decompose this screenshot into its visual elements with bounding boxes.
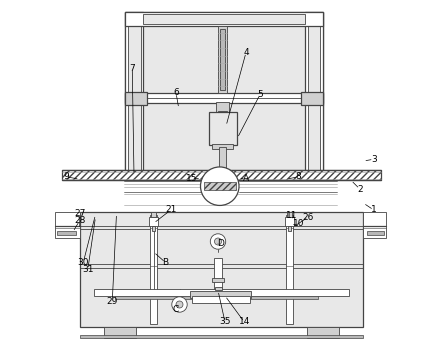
Text: 14: 14 [239,317,250,327]
Bar [125,93,323,103]
Text: 9: 9 [63,172,69,181]
Bar [115,295,248,299]
Bar [204,182,236,190]
Text: A: A [243,174,249,183]
Bar [363,212,386,238]
Circle shape [172,297,187,312]
Bar [104,327,136,338]
Text: 29: 29 [107,296,118,306]
Bar [150,215,157,324]
Bar [218,111,227,115]
Text: 11: 11 [286,211,297,220]
Text: 8: 8 [295,172,301,181]
Bar [212,278,224,282]
Bar [216,102,229,112]
Bar [244,295,318,299]
Bar [301,92,323,105]
Bar [125,12,323,175]
Text: 4: 4 [243,48,249,57]
Circle shape [176,301,183,308]
Bar [286,215,293,324]
Bar [220,29,225,90]
Bar [192,296,249,303]
Text: 1: 1 [371,205,377,215]
Text: 7: 7 [129,64,135,73]
Text: 3: 3 [371,155,377,164]
Bar [288,226,291,231]
Bar [214,287,222,290]
Bar [144,14,305,24]
Bar [212,144,233,149]
Bar [307,16,320,172]
Bar [62,170,381,180]
Text: 2: 2 [357,184,362,194]
Bar [80,212,363,327]
Bar [94,289,349,296]
Bar [305,12,323,175]
Bar [152,226,155,231]
Text: 35: 35 [219,317,231,327]
Text: 28: 28 [74,216,85,225]
Text: 31: 31 [82,265,93,274]
Text: 30: 30 [78,258,89,267]
Text: 6: 6 [173,88,179,97]
Text: 21: 21 [165,205,176,215]
Text: 26: 26 [303,212,314,222]
Bar [149,217,158,226]
Bar [218,26,227,93]
Bar [57,231,76,234]
Text: 27: 27 [74,209,85,218]
Circle shape [210,234,225,249]
Text: 15: 15 [186,174,198,183]
Bar [125,92,147,105]
Bar [209,112,237,145]
Bar [151,212,156,217]
Text: C: C [173,305,179,314]
Text: 5: 5 [257,90,263,99]
Bar [190,291,251,298]
Bar [125,12,144,175]
Text: D: D [218,239,224,248]
Bar [80,335,363,338]
Circle shape [201,167,239,205]
Bar [125,12,323,26]
Bar [128,16,140,172]
Bar [307,327,339,338]
Bar [287,212,292,217]
Text: 10: 10 [293,219,304,229]
Bar [285,217,294,226]
Bar [219,147,225,170]
Bar [214,258,222,289]
Bar [367,231,384,234]
Text: B: B [163,258,169,267]
Circle shape [214,238,222,245]
Bar [55,212,80,238]
